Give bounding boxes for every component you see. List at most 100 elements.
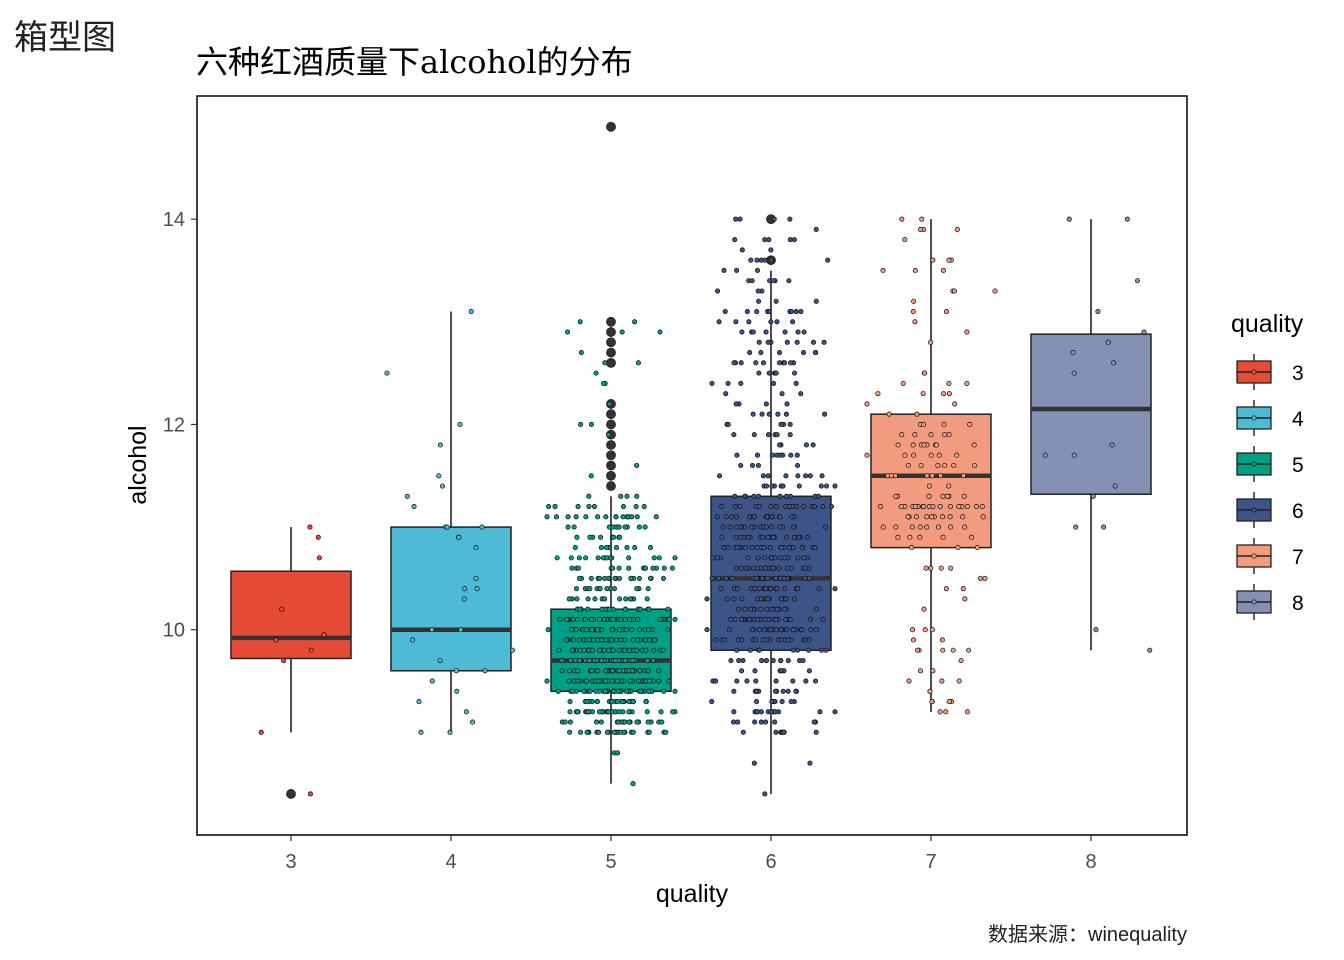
data-point (617, 729, 623, 735)
data-point (955, 545, 961, 551)
data-point (982, 575, 988, 581)
data-point (765, 534, 771, 540)
data-point (791, 237, 797, 243)
data-point (811, 719, 817, 725)
data-point (633, 504, 639, 510)
data-point (762, 555, 768, 561)
data-point (553, 514, 560, 520)
data-point (926, 493, 932, 499)
data-point (574, 596, 580, 602)
data-point (921, 504, 927, 510)
data-point (801, 504, 807, 510)
data-point (709, 699, 715, 705)
data-point (786, 278, 792, 284)
data-point (938, 565, 944, 571)
data-point (759, 575, 765, 581)
data-point (751, 432, 757, 438)
data-point (808, 616, 814, 623)
data-point (723, 391, 729, 397)
data-point (623, 627, 629, 633)
data-point (782, 616, 788, 623)
data-point (602, 575, 608, 581)
data-point (575, 504, 581, 510)
data-point (659, 719, 665, 725)
data-point (814, 627, 820, 633)
data-point (728, 657, 734, 664)
data-point (769, 483, 775, 489)
data-point (637, 606, 643, 612)
data-point (556, 647, 562, 653)
data-point (308, 647, 314, 653)
outlier-point (606, 481, 616, 491)
data-point (713, 637, 719, 643)
data-point (960, 473, 966, 479)
data-point (576, 575, 583, 581)
data-point (598, 719, 604, 725)
data-point (935, 462, 941, 469)
data-point (940, 514, 946, 520)
data-point (747, 350, 753, 356)
data-point (778, 596, 785, 602)
data-point (822, 411, 828, 417)
data-point (918, 462, 924, 469)
data-point (939, 678, 945, 684)
data-point (912, 267, 918, 274)
data-point (944, 493, 950, 499)
data-point (940, 493, 946, 499)
data-point (584, 729, 590, 735)
legend-label: 7 (1292, 546, 1304, 569)
data-point (635, 678, 641, 684)
data-point (769, 452, 776, 458)
data-point (773, 504, 779, 510)
data-point (813, 678, 819, 684)
data-point (937, 504, 943, 510)
data-point (770, 534, 776, 540)
data-point (634, 493, 640, 499)
data-point (619, 699, 625, 705)
data-point (921, 442, 927, 448)
data-point (738, 534, 744, 540)
data-point (734, 678, 740, 684)
data-point (718, 586, 724, 592)
data-point (791, 545, 797, 551)
data-point (746, 319, 752, 325)
data-point (758, 719, 764, 725)
legend-key-point (1251, 599, 1257, 605)
data-point (756, 493, 762, 499)
data-point (807, 473, 813, 479)
data-point (613, 514, 619, 520)
data-point (940, 647, 946, 653)
data-point (813, 606, 819, 612)
data-point (738, 616, 744, 623)
x-tick-label: 7 (925, 851, 936, 873)
data-point (748, 257, 754, 263)
data-point (765, 432, 772, 438)
data-point (563, 637, 569, 643)
data-point (909, 627, 916, 633)
data-point (760, 637, 766, 643)
data-point (602, 360, 608, 366)
data-point (773, 370, 779, 376)
data-point (924, 473, 930, 479)
data-point (756, 504, 762, 510)
plot-panel (196, 95, 1188, 836)
data-point (606, 606, 613, 612)
data-point (609, 699, 615, 705)
data-point (782, 606, 788, 612)
data-point (439, 483, 446, 489)
data-point (920, 421, 926, 427)
data-point (626, 719, 632, 725)
data-point (764, 483, 770, 489)
data-point (777, 524, 783, 530)
data-point (586, 637, 592, 643)
data-point (623, 596, 629, 602)
data-point (961, 493, 967, 499)
data-point (773, 298, 779, 304)
data-point (799, 545, 805, 551)
data-point (738, 637, 745, 643)
data-point (770, 565, 777, 571)
data-point (821, 339, 827, 345)
data-point (744, 308, 750, 315)
legend: quality 3 4 5 6 7 8 (1231, 310, 1304, 620)
data-point (756, 647, 762, 653)
